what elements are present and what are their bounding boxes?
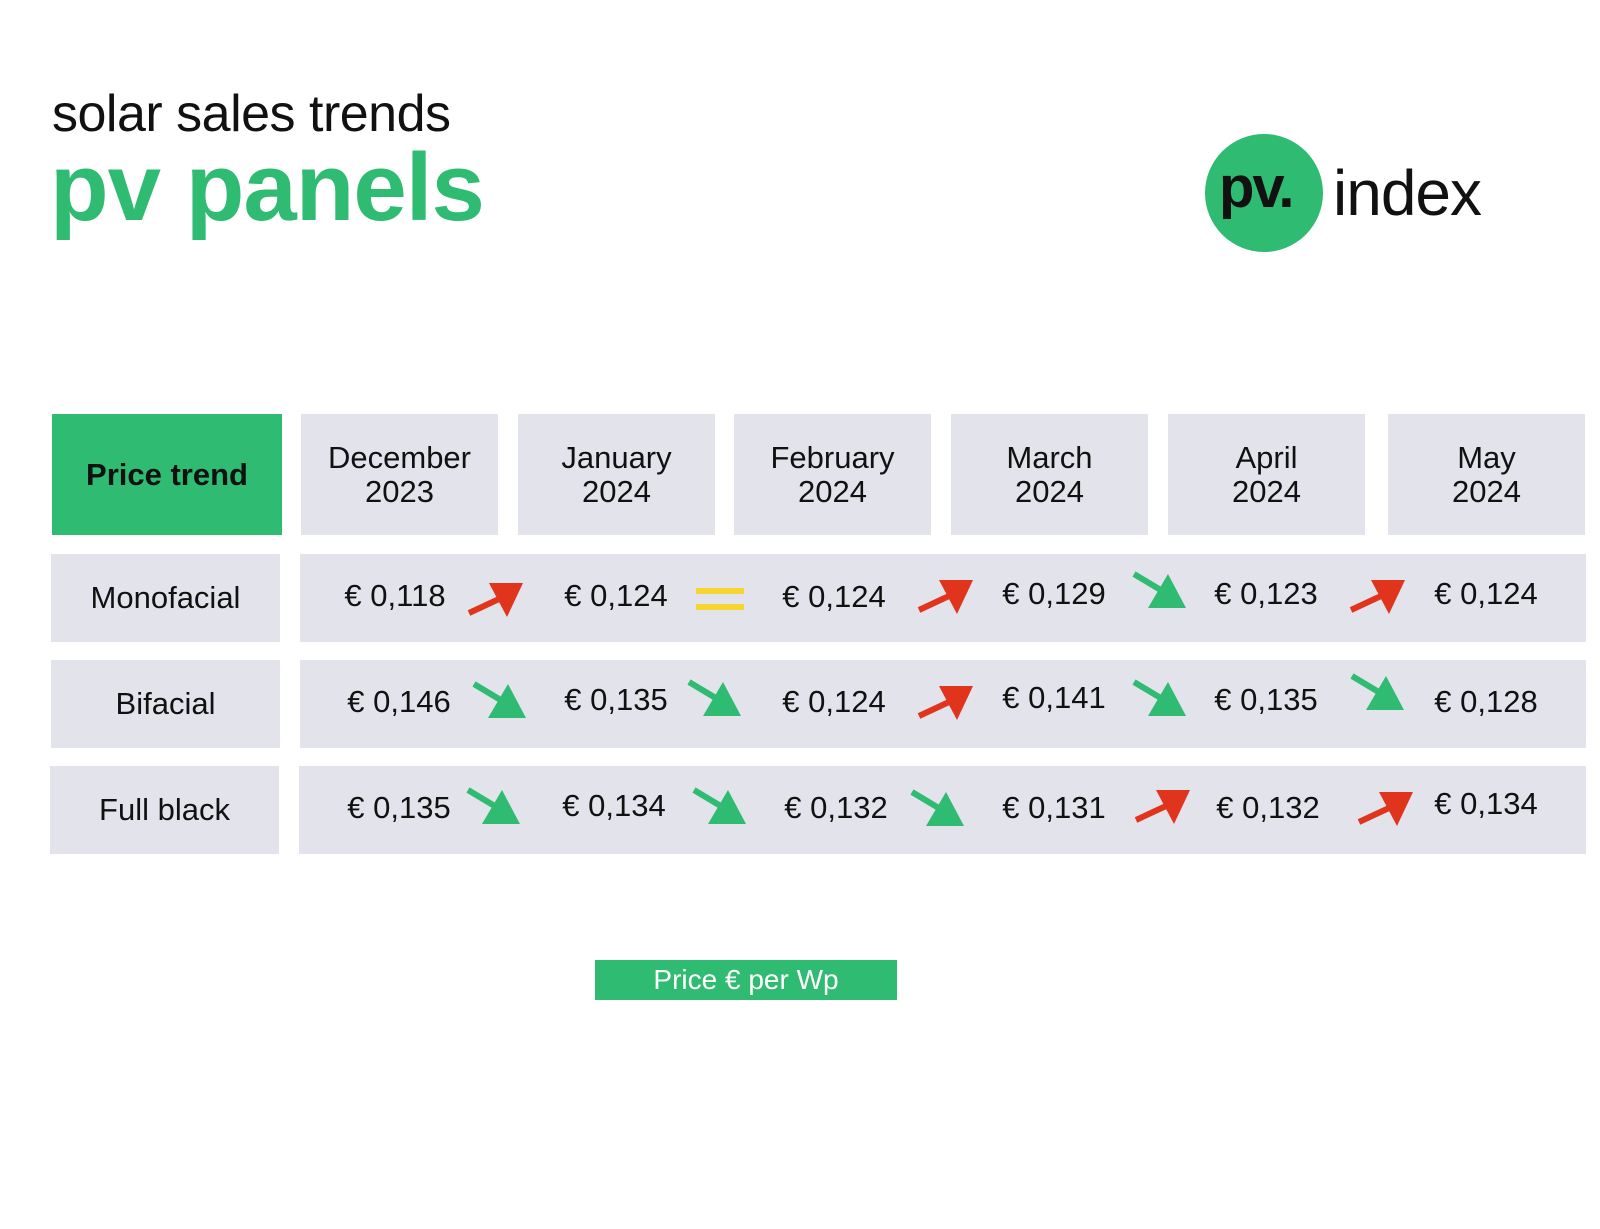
price-cell: € 0,135 xyxy=(564,682,668,717)
up-arrow-icon xyxy=(1349,580,1405,614)
up-arrow-icon xyxy=(917,580,973,614)
price-cell: € 0,123 xyxy=(1214,576,1318,611)
pv-index-logo: pv. index xyxy=(1205,134,1482,252)
column-month: January xyxy=(561,439,672,475)
down-arrow-icon xyxy=(1132,571,1186,608)
price-cell: € 0,132 xyxy=(1216,790,1320,825)
column-year: 2024 xyxy=(582,473,651,509)
price-cell: € 0,132 xyxy=(784,790,888,825)
price-cell: € 0,124 xyxy=(782,684,886,719)
column-header-december-2023: December 2023 xyxy=(301,414,498,535)
row-label-bifacial: Bifacial xyxy=(51,660,280,748)
down-arrow-icon xyxy=(687,679,741,716)
price-cell: € 0,135 xyxy=(1214,682,1318,717)
up-arrow-icon xyxy=(1357,792,1413,826)
logo-word: index xyxy=(1333,157,1482,229)
row-label-full-black: Full black xyxy=(50,766,279,854)
column-year: 2024 xyxy=(1452,473,1521,509)
up-arrow-icon xyxy=(1134,790,1190,824)
row-label-monofacial: Monofacial xyxy=(51,554,280,642)
price-cell: € 0,124 xyxy=(564,578,668,613)
column-month: March xyxy=(1006,439,1093,475)
column-header-february-2024: February 2024 xyxy=(734,414,931,535)
price-cell: € 0,124 xyxy=(782,579,886,614)
column-year: 2024 xyxy=(798,473,867,509)
column-month: February xyxy=(770,439,895,475)
price-cell: € 0,134 xyxy=(1434,786,1538,821)
down-arrow-icon xyxy=(472,681,526,718)
column-month: December xyxy=(328,439,471,475)
down-arrow-icon xyxy=(692,787,746,824)
column-header-april-2024: April 2024 xyxy=(1168,414,1365,535)
logo-mark: pv. xyxy=(1219,155,1294,220)
column-year: 2024 xyxy=(1015,473,1084,509)
price-cell: € 0,118 xyxy=(344,578,446,613)
page-title: pv panels xyxy=(50,134,485,241)
price-cell: € 0,128 xyxy=(1434,684,1538,719)
down-arrow-icon xyxy=(910,789,964,826)
column-month: May xyxy=(1457,439,1516,475)
logo-circle: pv. xyxy=(1205,134,1323,252)
column-year: 2024 xyxy=(1232,473,1301,509)
column-month: April xyxy=(1235,439,1298,475)
column-year: 2023 xyxy=(365,473,434,509)
price-cell: € 0,141 xyxy=(1002,680,1106,715)
unit-legend: Price € per Wp xyxy=(595,960,897,1000)
header-subtitle: solar sales trends xyxy=(52,85,451,143)
equal-icon xyxy=(696,588,744,610)
price-cell: € 0,146 xyxy=(347,684,451,719)
price-trend-header: Price trend xyxy=(52,414,282,535)
column-header-march-2024: March 2024 xyxy=(951,414,1148,535)
down-arrow-icon xyxy=(1350,673,1404,710)
column-header-january-2024: January 2024 xyxy=(518,414,715,535)
down-arrow-icon xyxy=(1132,679,1186,716)
price-cell: € 0,124 xyxy=(1434,576,1538,611)
up-arrow-icon xyxy=(917,686,973,720)
up-arrow-icon xyxy=(467,583,523,617)
price-cell: € 0,129 xyxy=(1002,576,1106,611)
column-header-may-2024: May 2024 xyxy=(1388,414,1585,535)
down-arrow-icon xyxy=(466,787,520,824)
price-cell: € 0,134 xyxy=(562,788,666,823)
price-cell: € 0,135 xyxy=(347,790,451,825)
price-cell: € 0,131 xyxy=(1002,790,1106,825)
